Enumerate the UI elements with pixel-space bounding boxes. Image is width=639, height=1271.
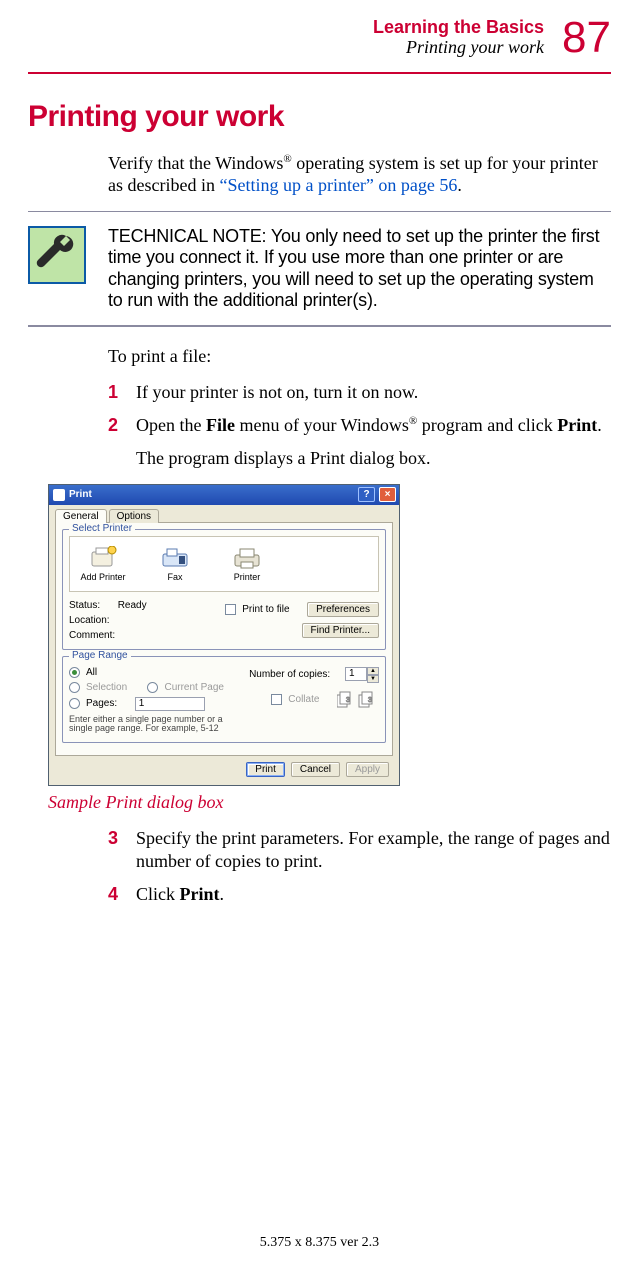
apply-button[interactable]: Apply	[346, 762, 389, 777]
divider	[28, 72, 611, 74]
technote-lead: TECHNICAL NOTE:	[108, 226, 266, 246]
dialog-title: Print	[69, 489, 354, 500]
collate-label: Collate	[288, 694, 319, 705]
printer-item-fax[interactable]: Fax	[148, 546, 202, 582]
section-title-small: Printing your work	[373, 38, 544, 58]
printer-list[interactable]: Add Printer Fax	[69, 536, 379, 592]
copies-input[interactable]	[345, 667, 367, 681]
intro-paragraph: Verify that the Windows® operating syste…	[108, 152, 611, 197]
step-number: 3	[108, 827, 118, 850]
step-subparagraph: The program displays a Print dialog box.	[136, 447, 611, 470]
cancel-button[interactable]: Cancel	[291, 762, 340, 777]
print-button[interactable]: Print	[246, 762, 285, 777]
wrench-icon	[28, 226, 86, 284]
range-current-label: Current Page	[164, 682, 223, 693]
spin-down-icon[interactable]: ▼	[367, 675, 379, 683]
range-pages-input[interactable]	[135, 697, 205, 711]
steps-lead: To print a file:	[108, 345, 611, 368]
group-legend: Select Printer	[69, 523, 135, 534]
print-dialog-figure: Print ? × General Options Select Printer	[48, 484, 408, 787]
tab-options[interactable]: Options	[109, 509, 159, 523]
running-head: Learning the Basics Printing your work 8…	[28, 18, 611, 58]
collate-icon: 3 3	[337, 691, 379, 709]
range-pages-radio[interactable]	[69, 698, 80, 709]
status-value: Ready	[118, 600, 147, 611]
footer-note: 5.375 x 8.375 ver 2.3	[0, 1235, 639, 1251]
range-current-radio[interactable]	[147, 682, 158, 693]
divider	[28, 325, 611, 327]
page-title: Printing your work	[28, 100, 611, 134]
printer-item-printer[interactable]: Printer	[220, 546, 274, 582]
preferences-button[interactable]: Preferences	[307, 602, 379, 617]
group-legend: Page Range	[69, 650, 131, 661]
range-all-radio[interactable]	[69, 667, 80, 678]
add-printer-icon	[88, 546, 118, 570]
cross-reference-link[interactable]: “Setting up a printer” on page 56	[219, 175, 457, 195]
step-number: 4	[108, 883, 118, 906]
page-number: 87	[562, 18, 611, 58]
copies-label: Number of copies:	[249, 669, 330, 680]
collate-checkbox[interactable]	[271, 694, 282, 705]
close-button[interactable]: ×	[379, 487, 396, 502]
printer-item-add[interactable]: Add Printer	[76, 546, 130, 582]
location-label: Location:	[69, 615, 110, 626]
technical-note: TECHNICAL NOTE: You only need to set up …	[28, 226, 611, 311]
range-pages-label: Pages:	[86, 698, 117, 709]
printer-icon	[232, 546, 262, 570]
dialog-titlebar: Print ? ×	[49, 485, 399, 505]
svg-text:3: 3	[346, 697, 350, 704]
step-item: 3 Specify the print parameters. For exam…	[108, 827, 611, 873]
copies-spinner[interactable]: ▲▼	[345, 667, 379, 683]
group-page-range: Page Range All Selection Current Page Pa…	[62, 656, 386, 744]
step-number: 2	[108, 414, 118, 437]
range-selection-label: Selection	[86, 682, 127, 693]
figure-caption: Sample Print dialog box	[48, 792, 611, 813]
chapter-title: Learning the Basics	[373, 18, 544, 38]
status-label: Status:	[69, 600, 100, 611]
group-select-printer: Select Printer Add Printer	[62, 529, 386, 650]
tab-general[interactable]: General	[55, 509, 107, 523]
spin-up-icon[interactable]: ▲	[367, 667, 379, 675]
print-dialog: Print ? × General Options Select Printer	[48, 484, 400, 787]
range-hint: Enter either a single page number or a s…	[69, 715, 226, 735]
help-button[interactable]: ?	[358, 487, 375, 502]
svg-text:3: 3	[368, 697, 372, 704]
step-item: 2 Open the File menu of your Windows® pr…	[108, 414, 611, 470]
comment-label: Comment:	[69, 630, 115, 641]
divider	[28, 211, 611, 213]
step-item: 4 Click Print.	[108, 883, 611, 906]
range-all-label: All	[86, 667, 97, 678]
find-printer-button[interactable]: Find Printer...	[302, 623, 379, 638]
print-to-file-label: Print to file	[242, 604, 289, 615]
fax-icon	[160, 546, 190, 570]
range-selection-radio[interactable]	[69, 682, 80, 693]
step-item: 1 If your printer is not on, turn it on …	[108, 381, 611, 404]
step-number: 1	[108, 381, 118, 404]
print-to-file-checkbox[interactable]	[225, 604, 236, 615]
printer-icon	[53, 489, 65, 501]
